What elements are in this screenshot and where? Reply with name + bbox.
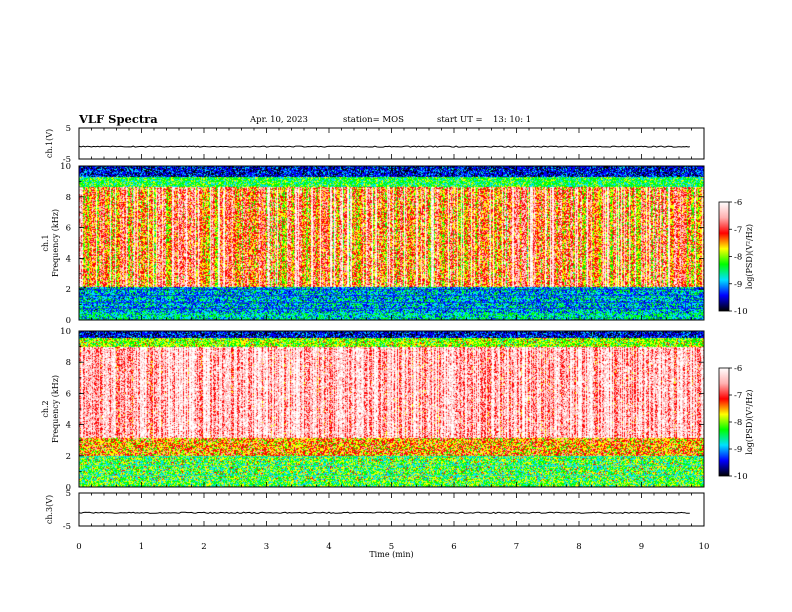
station-label: station= MOS	[343, 115, 404, 125]
ch2-frequency-ylabel: Frequency (kHz)	[51, 375, 60, 443]
y-tick-label: -5	[63, 522, 71, 532]
x-tick-label: 10	[699, 542, 710, 552]
y-tick-label: 6	[66, 224, 71, 234]
ch2-channel-ylabel: ch.2	[41, 400, 50, 417]
ch1-colorbar	[718, 201, 730, 312]
ch1-voltage-trace	[78, 145, 690, 148]
x-tick-label: 9	[639, 542, 644, 552]
y-tick-label: 10	[60, 162, 71, 172]
y-tick-label: 0	[66, 483, 71, 493]
y-tick-label: 8	[66, 193, 71, 203]
ch3-voltage-ylabel: ch.3(V)	[45, 495, 54, 524]
ch1-voltage-ylabel: ch.1(V)	[45, 129, 54, 158]
y-tick-label: 6	[66, 389, 71, 399]
ch2-colorbar	[718, 367, 730, 477]
x-tick-label: 8	[576, 542, 581, 552]
colorbar-tick-label: -10	[734, 472, 748, 482]
ch1-frequency-ylabel: Frequency (kHz)	[51, 209, 60, 277]
y-tick-label: 10	[60, 327, 71, 337]
ch2-colorbar-label: log(PSD)(V²/Hz)	[745, 389, 754, 454]
y-tick-label: 0	[66, 316, 71, 326]
figure-title: VLF Spectra	[79, 112, 158, 126]
ch3-voltage-trace	[78, 511, 690, 514]
colorbar-tick-label: -6	[734, 364, 742, 374]
x-axis-label: Time (min)	[369, 550, 413, 559]
colorbar-tick-label: -7	[734, 225, 742, 235]
x-tick-label: 1	[139, 542, 144, 552]
start-ut-label: start UT =	[437, 115, 483, 125]
x-tick-label: 6	[451, 542, 456, 552]
panel-frame-layer	[78, 127, 732, 527]
colorbar-tick-label: -7	[734, 391, 742, 401]
ch1-spectrogram-image	[79, 166, 704, 320]
y-tick-label: 8	[66, 358, 71, 368]
y-tick-label: 5	[66, 124, 71, 134]
x-tick-label: 4	[326, 542, 331, 552]
colorbar-tick-label: -8	[734, 418, 742, 428]
start-time-value: 13: 10: 1	[493, 115, 532, 125]
colorbar-tick-label: -6	[734, 198, 742, 208]
colorbar-tick-label: -9	[734, 280, 742, 290]
spectrogram-layer	[79, 166, 704, 487]
ch1-channel-ylabel: ch.1	[41, 234, 50, 251]
ch1-colorbar-label: log(PSD)(V²/Hz)	[745, 224, 754, 289]
colorbar-tick-label: -8	[734, 253, 742, 263]
y-tick-label: 4	[66, 254, 71, 264]
x-tick-label: 7	[514, 542, 519, 552]
voltage-trace-layer	[78, 145, 690, 514]
y-tick-label: 4	[66, 421, 71, 431]
y-tick-label: 2	[66, 452, 71, 462]
y-tick-label: -5	[63, 155, 71, 165]
date-label: Apr. 10, 2023	[250, 115, 308, 125]
ch2-spectrogram-image	[79, 331, 704, 487]
x-tick-label: 5	[389, 542, 394, 552]
colorbar-tick-label: -10	[734, 307, 748, 317]
x-tick-label: 2	[201, 542, 206, 552]
x-tick-label: 0	[76, 542, 81, 552]
y-tick-label: 5	[66, 489, 71, 499]
x-tick-label: 3	[264, 542, 269, 552]
y-tick-label: 2	[66, 285, 71, 295]
colorbar-tick-label: -9	[734, 445, 742, 455]
